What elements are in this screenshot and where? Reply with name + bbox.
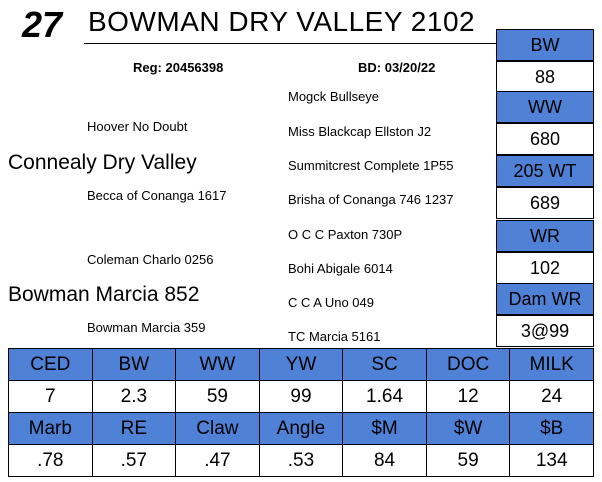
epd-header-ww: WW — [175, 348, 260, 381]
stat-value-ww: 680 — [496, 123, 594, 155]
pedigree-sire-dam-dam: Brisha of Conanga 746 1237 — [288, 192, 454, 207]
stat-value-wr: 102 — [496, 252, 594, 284]
pedigree-dam-sire-sire: O C C Paxton 730P — [288, 227, 403, 242]
epd-value-angle: .53 — [258, 444, 344, 477]
pedigree-dam-dam-sire: C C A Uno 049 — [288, 295, 374, 310]
epd-value-claw: .47 — [175, 444, 260, 477]
epd-header-row: CED BW WW YW SC DOC MILK — [8, 348, 594, 381]
stat-header-ww: WW — [496, 91, 594, 123]
epd-value-m-index: 84 — [342, 444, 427, 477]
lot-number: 27 — [22, 4, 63, 45]
birth-date: BD: 03/20/22 — [358, 60, 436, 75]
epd-value-milk: 24 — [509, 380, 594, 413]
epd-header-row: Marb RE Claw Angle $M $W $B — [8, 412, 594, 445]
epd-value-marb: .78 — [8, 444, 93, 477]
epd-header-doc: DOC — [425, 348, 511, 381]
pedigree-sire: Connealy Dry Valley — [8, 151, 197, 174]
epd-header-re: RE — [91, 412, 177, 445]
epd-header-m-index: $M — [342, 412, 427, 445]
epd-header-yw: YW — [258, 348, 344, 381]
pedigree-sire-sire-sire: Mogck Bullseye — [288, 89, 380, 104]
pedigree-sire-sire: Hoover No Doubt — [87, 119, 188, 134]
pedigree-sire-dam: Becca of Conanga 1617 — [87, 188, 227, 203]
pedigree-dam-sire-dam: Bohi Abigale 6014 — [288, 261, 393, 276]
epd-value-bw: 2.3 — [91, 380, 177, 413]
epd-header-marb: Marb — [8, 412, 93, 445]
animal-title: BOWMAN DRY VALLEY 2102 — [88, 6, 476, 37]
epd-header-bw: BW — [91, 348, 177, 381]
pedigree-sire-sire-dam: Miss Blackcap Ellston J2 — [288, 124, 432, 139]
epd-table: CED BW WW YW SC DOC MILK 7 2.3 59 99 1.6… — [8, 348, 594, 477]
stat-value-dam-wr: 3@99 — [496, 315, 594, 347]
stat-header-205wt: 205 WT — [496, 155, 594, 187]
epd-header-b-index: $B — [509, 412, 594, 445]
epd-value-b-index: 134 — [509, 444, 594, 477]
epd-header-angle: Angle — [258, 412, 344, 445]
epd-header-claw: Claw — [175, 412, 260, 445]
epd-value-row: 7 2.3 59 99 1.64 12 24 — [8, 380, 594, 413]
epd-value-row: .78 .57 .47 .53 84 59 134 — [8, 444, 594, 477]
stat-value-205wt: 689 — [496, 187, 594, 219]
pedigree-dam-dam: Bowman Marcia 359 — [87, 320, 206, 335]
pedigree-dam: Bowman Marcia 852 — [8, 283, 200, 306]
epd-value-w-index: 59 — [425, 444, 511, 477]
epd-value-sc: 1.64 — [342, 380, 427, 413]
stat-header-bw: BW — [496, 29, 594, 61]
title-underline — [84, 43, 496, 44]
pedigree-dam-dam-dam: TC Marcia 5161 — [288, 329, 381, 344]
pedigree-dam-sire: Coleman Charlo 0256 — [87, 252, 214, 267]
epd-header-milk: MILK — [509, 348, 594, 381]
epd-value-ced: 7 — [8, 380, 93, 413]
epd-header-w-index: $W — [425, 412, 511, 445]
pedigree-sire-dam-sire: Summitcrest Complete 1P55 — [288, 158, 454, 173]
stat-header-dam-wr: Dam WR — [496, 283, 594, 315]
epd-header-ced: CED — [8, 348, 93, 381]
epd-value-re: .57 — [91, 444, 177, 477]
stat-value-bw: 88 — [496, 61, 594, 93]
epd-value-ww: 59 — [175, 380, 260, 413]
registration-number: Reg: 20456398 — [133, 60, 224, 75]
stat-header-wr: WR — [496, 220, 594, 252]
epd-value-yw: 99 — [258, 380, 344, 413]
epd-header-sc: SC — [342, 348, 427, 381]
epd-value-doc: 12 — [425, 380, 511, 413]
